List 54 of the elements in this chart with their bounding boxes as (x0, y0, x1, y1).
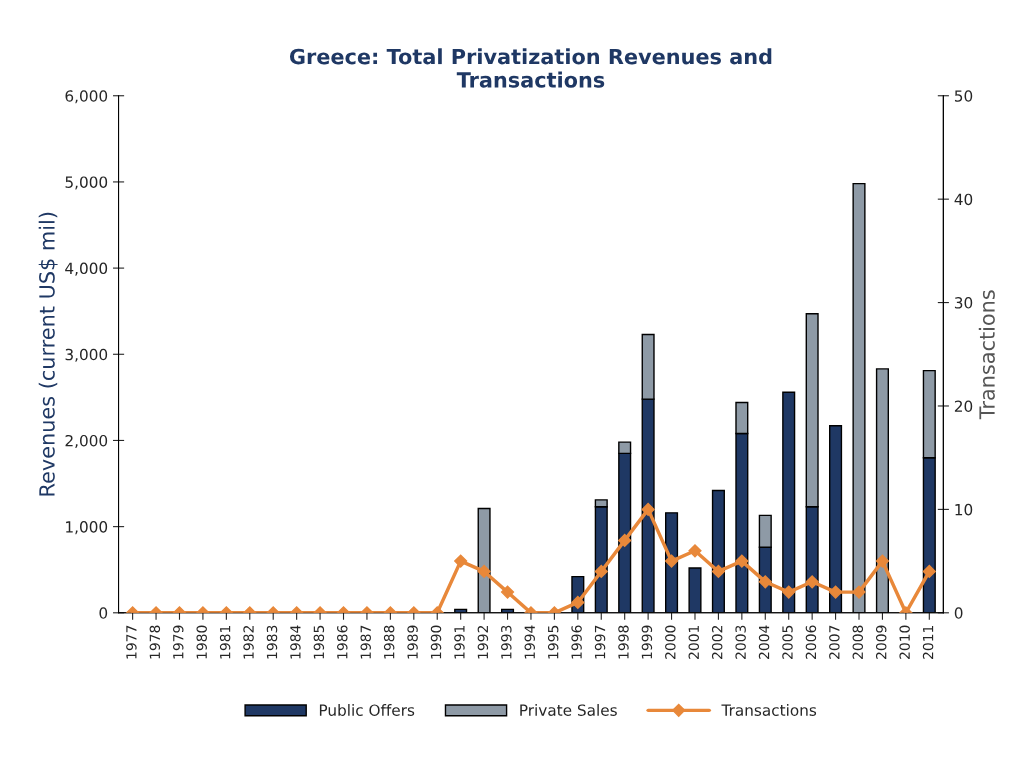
x-tick-label: 2000 (665, 625, 676, 659)
x-tick-label: 1985 (313, 625, 325, 659)
y-tick-label: 3,000 (65, 348, 108, 362)
x-tick-label: 2004 (758, 625, 770, 659)
x-tick-label: 1979 (173, 625, 184, 659)
y-tick-label: 6,000 (65, 90, 108, 104)
x-tick-label: 1993 (501, 625, 512, 659)
y2-tick-label: 20 (954, 400, 973, 412)
x-tick-label: 1986 (337, 625, 348, 659)
y-tick-label: 4,000 (65, 262, 108, 276)
y2-tick-label: 10 (955, 503, 973, 516)
y2-tick-label: 50 (954, 90, 973, 102)
x-tick-label: 2003 (735, 625, 746, 659)
y2-tick-label: 40 (954, 193, 973, 206)
x-tick-label: 1996 (571, 625, 582, 659)
x-tick-label: 2005 (782, 625, 793, 659)
legend-label: Private Sales (520, 704, 617, 716)
x-tick-label: 1990 (430, 625, 442, 659)
x-tick-label: 1983 (266, 625, 278, 659)
y-tick-label: 5,000 (65, 176, 108, 190)
y2-axis-title: Transactions (978, 290, 995, 420)
x-tick-label: 1989 (407, 625, 418, 659)
x-tick-label: 1977 (126, 625, 137, 659)
y-axis-title: Revenues (current US$ mil) (38, 212, 58, 496)
x-tick-label: 1994 (524, 625, 535, 659)
x-tick-label: 1992 (477, 626, 489, 659)
x-tick-label: 1984 (290, 625, 301, 659)
x-tick-label: 1999 (641, 625, 653, 659)
x-tick-label: 2007 (829, 625, 840, 659)
x-tick-label: 2010 (899, 625, 910, 659)
x-tick-label: 1978 (149, 625, 161, 659)
y-tick-label: 0 (99, 607, 108, 619)
y-tick-label: 1,000 (66, 521, 108, 535)
x-tick-label: 1980 (196, 625, 207, 659)
x-tick-label: 1988 (383, 625, 395, 659)
x-tick-label: 2002 (711, 626, 723, 659)
x-tick-label: 1997 (594, 625, 606, 659)
legend-label: Public Offers (319, 704, 415, 716)
x-tick-label: 1995 (547, 625, 559, 659)
x-tick-label: 2006 (805, 625, 817, 659)
x-tick-label: 2008 (852, 625, 864, 659)
x-tick-label: 1998 (618, 625, 629, 659)
x-tick-label: 2001 (688, 625, 700, 659)
x-tick-label: 2009 (875, 625, 887, 659)
y2-tick-label: 30 (954, 297, 973, 309)
x-tick-label: 1987 (360, 625, 371, 659)
y-tick-label: 2,000 (65, 434, 108, 449)
legend-label: Transactions (721, 704, 817, 716)
x-tick-label: 1991 (454, 625, 465, 659)
y2-tick-label: 0 (954, 607, 963, 619)
x-tick-label: 1982 (243, 626, 254, 659)
x-tick-label: 2011 (922, 625, 934, 659)
x-tick-label: 1981 (219, 625, 231, 659)
chart-title: Greece: Total Privatization Revenues and Transactions (289, 48, 772, 88)
